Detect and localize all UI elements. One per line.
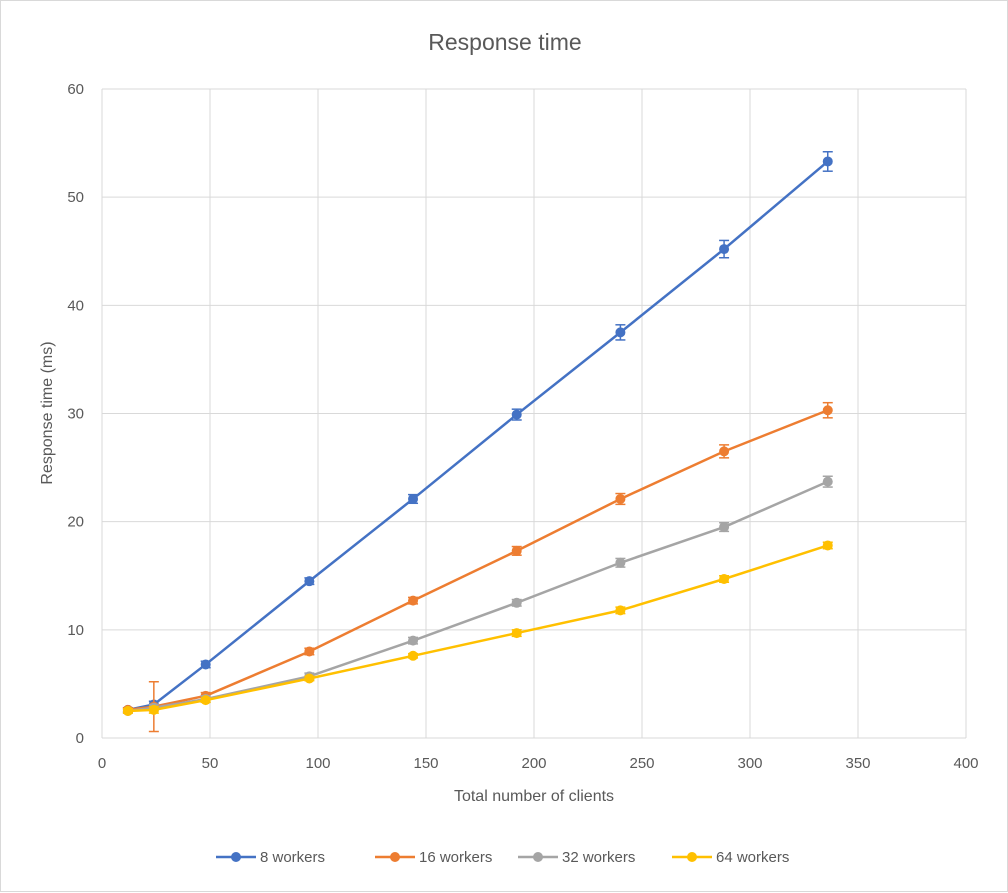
- series-1: [122, 150, 833, 715]
- x-tick-label: 350: [845, 755, 870, 772]
- legend-label: 64 workers: [716, 849, 789, 866]
- grid: [101, 88, 967, 739]
- legend-label: 16 workers: [419, 849, 492, 866]
- data-point: [408, 595, 419, 606]
- series-line: [127, 480, 829, 713]
- data-point: [822, 476, 833, 487]
- series-3: [122, 475, 833, 716]
- y-tick-label: 20: [67, 514, 84, 531]
- y-tick-label: 0: [76, 730, 84, 747]
- data-point: [200, 659, 211, 670]
- x-axis-ticks: 0 50 100 150 200 250 300 350 400: [98, 755, 979, 772]
- series-2: [122, 401, 833, 733]
- legend: 8 workers 16 workers 32 workers 64 workers: [216, 849, 789, 866]
- data-point: [200, 695, 211, 706]
- legend-item: 32 workers: [518, 849, 635, 866]
- x-tick-label: 100: [305, 755, 330, 772]
- legend-item: 64 workers: [672, 849, 789, 866]
- data-point: [719, 522, 730, 533]
- data-point: [822, 156, 833, 167]
- y-tick-label: 60: [67, 81, 84, 98]
- series-layer: [122, 150, 833, 733]
- y-tick-label: 30: [67, 406, 84, 423]
- x-tick-label: 300: [737, 755, 762, 772]
- legend-item: 8 workers: [216, 849, 325, 866]
- x-tick-label: 250: [629, 755, 654, 772]
- data-point: [615, 493, 626, 504]
- x-tick-label: 150: [413, 755, 438, 772]
- legend-label: 8 workers: [260, 849, 325, 866]
- data-point: [822, 540, 833, 551]
- legend-item: 16 workers: [375, 849, 492, 866]
- data-point: [615, 327, 626, 338]
- x-tick-label: 50: [202, 755, 219, 772]
- series-4: [122, 540, 833, 716]
- series-line: [127, 160, 829, 712]
- y-axis-ticks: 0 10 20 30 40 50 60: [67, 81, 84, 747]
- legend-marker: [231, 852, 241, 862]
- legend-marker: [687, 852, 697, 862]
- data-point: [304, 646, 315, 657]
- x-tick-label: 0: [98, 755, 106, 772]
- y-tick-label: 50: [67, 189, 84, 206]
- data-point: [122, 705, 133, 716]
- y-axis-label: Response time (ms): [39, 341, 56, 484]
- x-tick-label: 400: [953, 755, 978, 772]
- data-point: [719, 573, 730, 584]
- chart-title: Response time: [428, 29, 581, 55]
- data-point: [304, 576, 315, 587]
- legend-label: 32 workers: [562, 849, 635, 866]
- data-point: [719, 446, 730, 457]
- data-point: [511, 628, 522, 639]
- y-tick-label: 40: [67, 297, 84, 314]
- data-point: [511, 545, 522, 556]
- data-point: [511, 409, 522, 420]
- data-point: [822, 405, 833, 416]
- x-axis-label: Total number of clients: [454, 788, 614, 805]
- data-point: [615, 557, 626, 568]
- data-point: [511, 597, 522, 608]
- x-tick-label: 200: [521, 755, 546, 772]
- data-point: [408, 493, 419, 504]
- legend-marker: [390, 852, 400, 862]
- data-point: [615, 605, 626, 616]
- data-point: [408, 650, 419, 661]
- data-point: [148, 704, 159, 715]
- legend-marker: [533, 852, 543, 862]
- data-point: [304, 673, 315, 684]
- data-point: [408, 635, 419, 646]
- y-tick-label: 10: [67, 622, 84, 639]
- data-point: [719, 244, 730, 255]
